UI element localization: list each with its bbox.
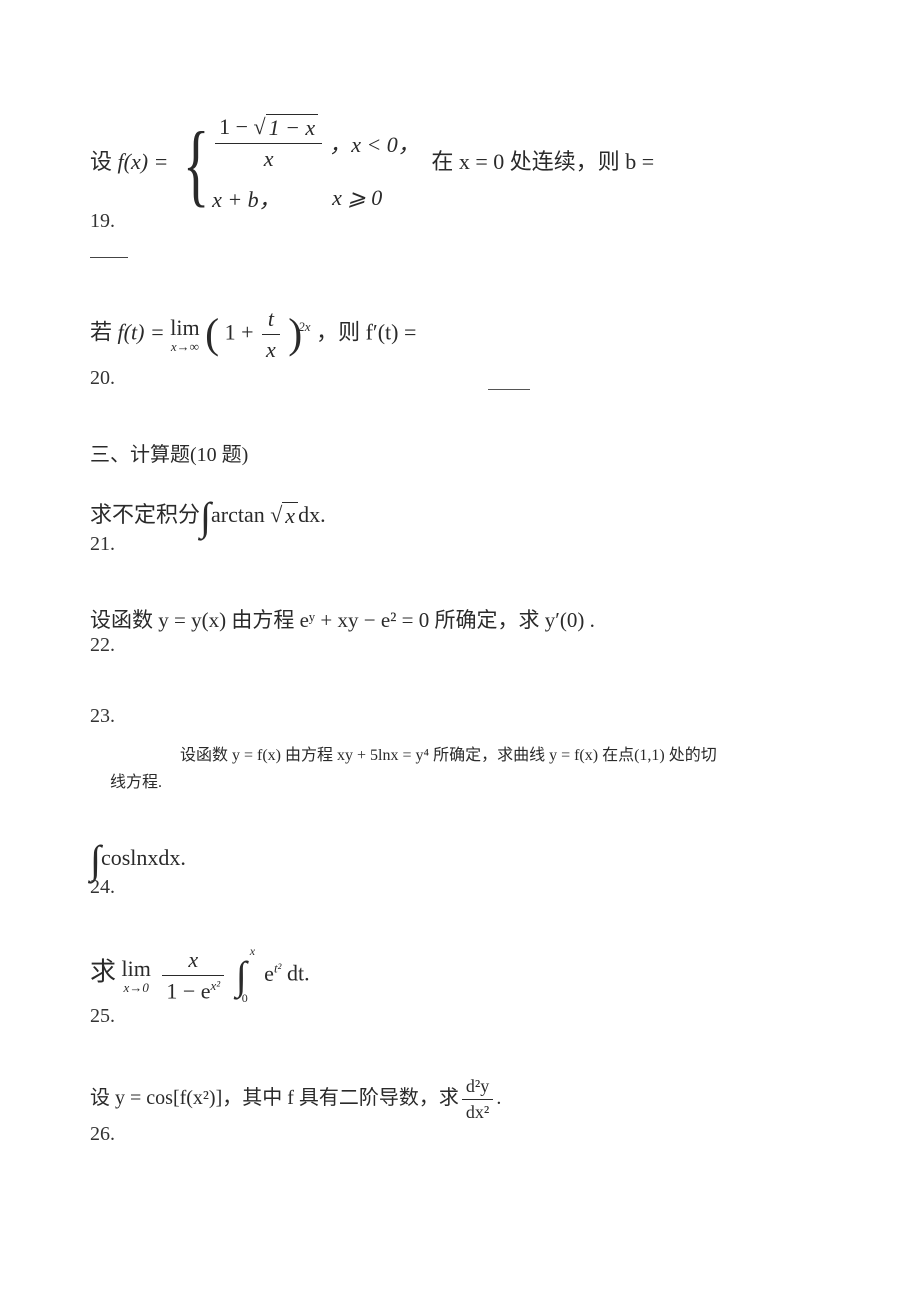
q20-tail: ，则 f′(t) =	[316, 320, 416, 345]
q26-number: 26.	[90, 1123, 115, 1145]
q23-body: 设函数 y = f(x) 由方程 xy + 5lnx = y⁴ 所确定，求曲线 …	[90, 742, 860, 769]
problem-19: 设 f(x) = { 1 − √1 − x x ，x < 0，	[90, 110, 860, 258]
q25-integral: ∫ x 0	[236, 960, 247, 992]
problem-22: 设函数 y = y(x) 由方程 eʸ + xy − e² = 0 所确定，求 …	[90, 604, 860, 657]
q19-expression: 设 f(x) = { 1 − √1 − x x ，x < 0，	[90, 110, 654, 218]
q25-frac-den-left: 1 − e	[166, 979, 210, 1004]
q25-lim: lim x→0	[122, 956, 151, 996]
q20-lim-sub: x→∞	[170, 339, 199, 355]
problem-23: 23. 设函数 y = f(x) 由方程 xy + 5lnx = y⁴ 所确定，…	[90, 705, 860, 796]
q24-integrand: coslnxdx.	[101, 845, 186, 870]
q21-expression: 求不定积分∫arctan √xdx.	[90, 497, 326, 533]
q20-func: f(t) =	[118, 320, 171, 345]
problem-26: 设 y = cos[f(x²)]，其中 f 具有二阶导数，求 d²y dx² .…	[90, 1076, 860, 1146]
q23-line2-wrap: 线方程.	[90, 769, 860, 796]
sqrt-icon-2: √	[270, 502, 282, 528]
q25-int-upper: x	[250, 944, 255, 959]
q20-blank	[488, 388, 530, 390]
problem-20: 若 f(t) = lim x→∞ ( 1 + t x )2x ，则 f′(t) …	[90, 306, 860, 390]
q25-integrand-base: e	[264, 961, 274, 986]
q24-expression: ∫coslnxdx.	[90, 844, 186, 876]
q25-lim-sub: x→0	[122, 980, 151, 996]
q21-sqrt: x	[282, 502, 298, 529]
q20-frac-num: t	[262, 306, 280, 335]
q22-text: 设函数 y = y(x) 由方程 eʸ + xy − e² = 0 所确定，求 …	[90, 604, 595, 634]
q25-frac-num: x	[162, 947, 224, 976]
q19-func: f(x) =	[118, 149, 174, 174]
q20-expression: 若 f(t) = lim x→∞ ( 1 + t x )2x ，则 f′(t) …	[90, 306, 416, 363]
q22-number: 22.	[90, 634, 115, 656]
q26-prefix: 设 y = cos[f(x²)]，其中 f 具有二阶导数，求	[90, 1087, 459, 1109]
problem-19-row: 设 f(x) = { 1 − √1 − x x ，x < 0，	[90, 110, 860, 218]
q20-prefix: 若	[90, 320, 118, 345]
q19-tail: 在 x = 0 处连续，则 b =	[431, 149, 654, 174]
q21-arctan: arctan	[211, 502, 265, 527]
q20-frac-den: x	[262, 335, 280, 363]
q23-number: 23.	[90, 705, 115, 727]
q25-suffix: dt.	[287, 961, 310, 986]
q19-case2: x + b， x ⩾ 0	[212, 182, 420, 214]
q20-lim-top: lim	[170, 315, 199, 340]
integral-icon: ∫	[200, 501, 211, 533]
q25-integrand-exp: t²	[274, 961, 282, 976]
q19-case1-num-lead: 1 −	[219, 114, 253, 139]
q19-case2-cond: x ⩾ 0	[332, 185, 382, 211]
q19-blank	[90, 257, 128, 258]
lparen-icon: (	[205, 312, 219, 358]
integral-icon-3: ∫	[236, 960, 247, 992]
q24-number: 24.	[90, 876, 115, 898]
q23-line1: 设函数 y = f(x) 由方程 xy + 5lnx = y⁴ 所确定，求曲线 …	[180, 742, 860, 769]
q19-case1-den: x	[215, 144, 322, 172]
section-3-title: 三、计算题(10 题)	[90, 438, 860, 467]
q23-line2: 线方程.	[110, 769, 860, 796]
q19-piecewise: { 1 − √1 − x x ，x < 0， x	[174, 110, 420, 218]
q26-frac-den: dx²	[462, 1100, 493, 1123]
q19-case1-cond: ，x < 0，	[329, 127, 420, 159]
q20-number: 20.	[90, 367, 115, 390]
q25-lim-top: lim	[122, 956, 151, 981]
q26-expression: 设 y = cos[f(x²)]，其中 f 具有二阶导数，求 d²y dx² .	[90, 1076, 501, 1123]
sqrt-icon: √	[253, 114, 265, 140]
left-brace-icon: {	[183, 123, 210, 206]
problem-25: 求 lim x→0 x 1 − ex² ∫ x 0 et² dt. 25.	[90, 947, 860, 1027]
problem-24: ∫coslnxdx. 24.	[90, 844, 860, 899]
q19-case1-sqrt: 1 − x	[266, 114, 319, 141]
q25-prefix: 求	[90, 958, 116, 987]
q21-suffix: dx.	[298, 502, 326, 527]
q19-prefix: 设	[90, 149, 118, 174]
q25-expression: 求 lim x→0 x 1 − ex² ∫ x 0 et² dt.	[90, 947, 310, 1004]
q19-case1: 1 − √1 − x x ，x < 0，	[212, 114, 420, 172]
q21-number: 21.	[90, 533, 115, 555]
integral-icon-2: ∫	[90, 844, 101, 876]
q25-frac-den-exp: x²	[211, 978, 221, 993]
q26-suffix: .	[496, 1087, 501, 1109]
q19-case2-expr: x + b，	[212, 182, 332, 214]
q25-number: 25.	[90, 1005, 115, 1027]
q21-prefix: 求不定积分	[90, 502, 200, 527]
q20-lim: lim x→∞	[170, 315, 199, 355]
q25-int-lower: 0	[242, 991, 248, 1006]
q26-frac-num: d²y	[462, 1076, 493, 1100]
q20-exp: 2x	[298, 319, 310, 334]
q20-inner-left: 1 +	[225, 320, 259, 345]
problem-21: 求不定积分∫arctan √xdx. 21.	[90, 497, 860, 556]
q19-number: 19.	[90, 210, 115, 233]
